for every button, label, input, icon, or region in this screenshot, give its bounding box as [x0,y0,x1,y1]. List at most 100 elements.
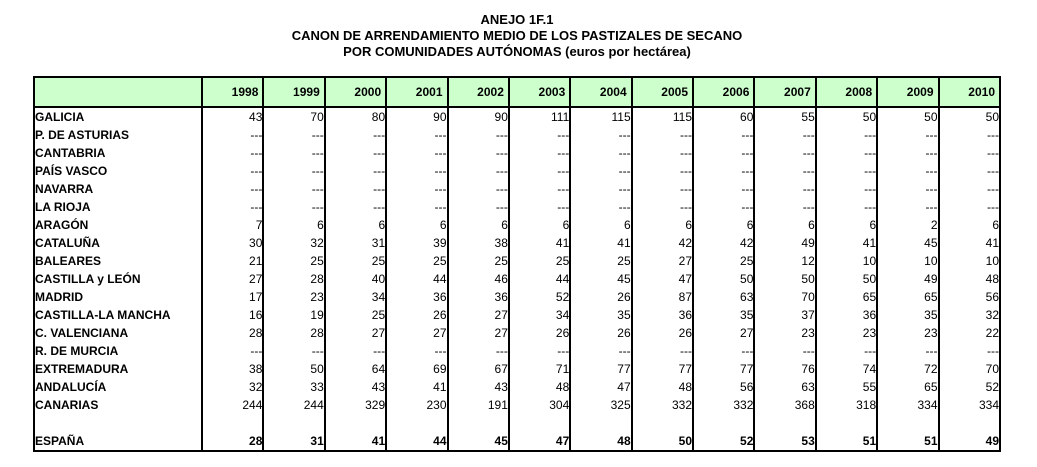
value-cell-2004: --- [569,180,632,198]
spacer-row [34,414,1000,432]
value-cell-2008: 65 [814,288,878,306]
value-cell-1999: --- [262,198,325,216]
value-cell-1999: 6 [262,216,325,234]
value-cell-2004: 35 [569,306,632,324]
value-cell-1999: --- [262,162,325,180]
value-cell-2004: 25 [569,252,632,270]
column-header-year: 2000 [323,77,387,108]
value-cell-2000: --- [323,126,387,144]
value-cell-2000: 41 [323,432,387,451]
value-cell-2002: --- [446,144,509,162]
value-cell-2003: 44 [507,270,571,288]
value-cell-2010: 41 [937,234,1000,252]
value-cell-1998: 28 [200,324,264,342]
value-cell-2004: 325 [569,396,632,414]
spacer-cell [200,414,264,432]
value-cell-2003: 52 [507,288,571,306]
value-cell-2005: --- [630,342,693,360]
value-cell-2009: 10 [876,252,939,270]
value-cell-2009: --- [876,198,939,216]
row-label: CATALUÑA [35,236,100,250]
value-cell-2007: 368 [753,396,816,414]
column-header-year: 1999 [262,77,325,108]
value-cell-1998: --- [200,198,264,216]
value-cell-2007: 76 [753,360,816,378]
value-cell-2003: 26 [507,324,571,342]
column-header-year: 2004 [569,77,632,108]
value-cell-2005: 27 [630,252,693,270]
value-cell-2008: 6 [814,216,878,234]
table-row: CASTILLA-LA MANCHA 16 19 25 26 27 34 35 36 35 37 36… [34,306,1000,324]
value-cell-2006: 50 [691,270,755,288]
value-cell-2004: --- [569,144,632,162]
value-cell-1998: 43 [200,107,264,126]
row-label: PAÍS VASCO [35,164,108,178]
value-cell-2007: 50 [753,270,816,288]
row-label: BALEARES [35,254,102,268]
row-label: GALICIA [35,110,85,124]
value-cell-1999: 31 [262,432,325,451]
table-row: R. DE MURCIA --- --- --- --- --- --- --- --- --- -… [34,342,1000,360]
value-cell-2009: --- [876,126,939,144]
value-cell-2010: 32 [937,306,1000,324]
value-cell-2003: 6 [507,216,571,234]
column-header-year: 1998 [200,77,264,108]
value-cell-2006: 52 [691,432,755,451]
value-cell-2003: --- [507,180,571,198]
value-cell-2009: 35 [876,306,939,324]
value-cell-2000: --- [323,180,387,198]
value-cell-2001: 36 [385,288,448,306]
value-cell-2002: 67 [446,360,509,378]
value-cell-2005: --- [630,144,693,162]
value-cell-2002: 27 [446,324,509,342]
value-cell-2010: 52 [937,378,1000,396]
table-body: GALICIA 43 70 80 90 90 111 115 115 60 55 50 50 50 P. D… [34,107,1000,451]
column-header-year: 2006 [691,77,755,108]
value-cell-2008: 50 [814,270,878,288]
value-cell-1998: --- [200,126,264,144]
value-cell-2005: 48 [630,378,693,396]
value-cell-2008: --- [814,342,878,360]
value-cell-2003: --- [507,144,571,162]
value-cell-1998: 17 [200,288,264,306]
value-cell-2001: 27 [385,324,448,342]
table-row: CANTABRIA --- --- --- --- --- --- --- --- --- --- -… [34,144,1000,162]
value-cell-2001: 230 [385,396,448,414]
row-label: ANDALUCÍA [35,380,107,394]
value-cell-2006: 332 [691,396,755,414]
value-cell-2005: 42 [630,234,693,252]
value-cell-2001: 44 [385,270,448,288]
table-row: P. DE ASTURIAS --- --- --- --- --- --- --- --- --… [34,126,1000,144]
value-cell-2008: 10 [814,252,878,270]
value-cell-2009: 50 [876,107,939,126]
value-cell-2005: 6 [630,216,693,234]
value-cell-2010: --- [937,198,1000,216]
value-cell-2007: 55 [753,107,816,126]
value-cell-2003: --- [507,342,571,360]
value-cell-2004: 41 [569,234,632,252]
value-cell-2010: 6 [937,216,1000,234]
value-cell-2002: 191 [446,396,509,414]
value-cell-2006: --- [691,198,755,216]
value-cell-1998: 244 [200,396,264,414]
value-cell-2003: 111 [507,107,571,126]
value-cell-2000: 64 [323,360,387,378]
value-cell-2000: 6 [323,216,387,234]
value-cell-2010: 22 [937,324,1000,342]
table-row: GALICIA 43 70 80 90 90 111 115 115 60 55 50 50 50 [34,107,1000,126]
corner-header-cell [34,77,202,108]
value-cell-2003: 47 [507,432,571,451]
value-cell-1999: 28 [262,270,325,288]
value-cell-2005: 77 [630,360,693,378]
value-cell-2000: --- [323,342,387,360]
value-cell-2002: 90 [446,107,509,126]
value-cell-2010: 10 [937,252,1000,270]
spacer-cell [814,414,878,432]
value-cell-2002: 27 [446,306,509,324]
value-cell-2010: --- [937,342,1000,360]
value-cell-2007: 49 [753,234,816,252]
value-cell-2009: 51 [876,432,939,451]
value-cell-2002: 25 [446,252,509,270]
value-cell-1998: --- [200,342,264,360]
value-cell-2004: --- [569,126,632,144]
